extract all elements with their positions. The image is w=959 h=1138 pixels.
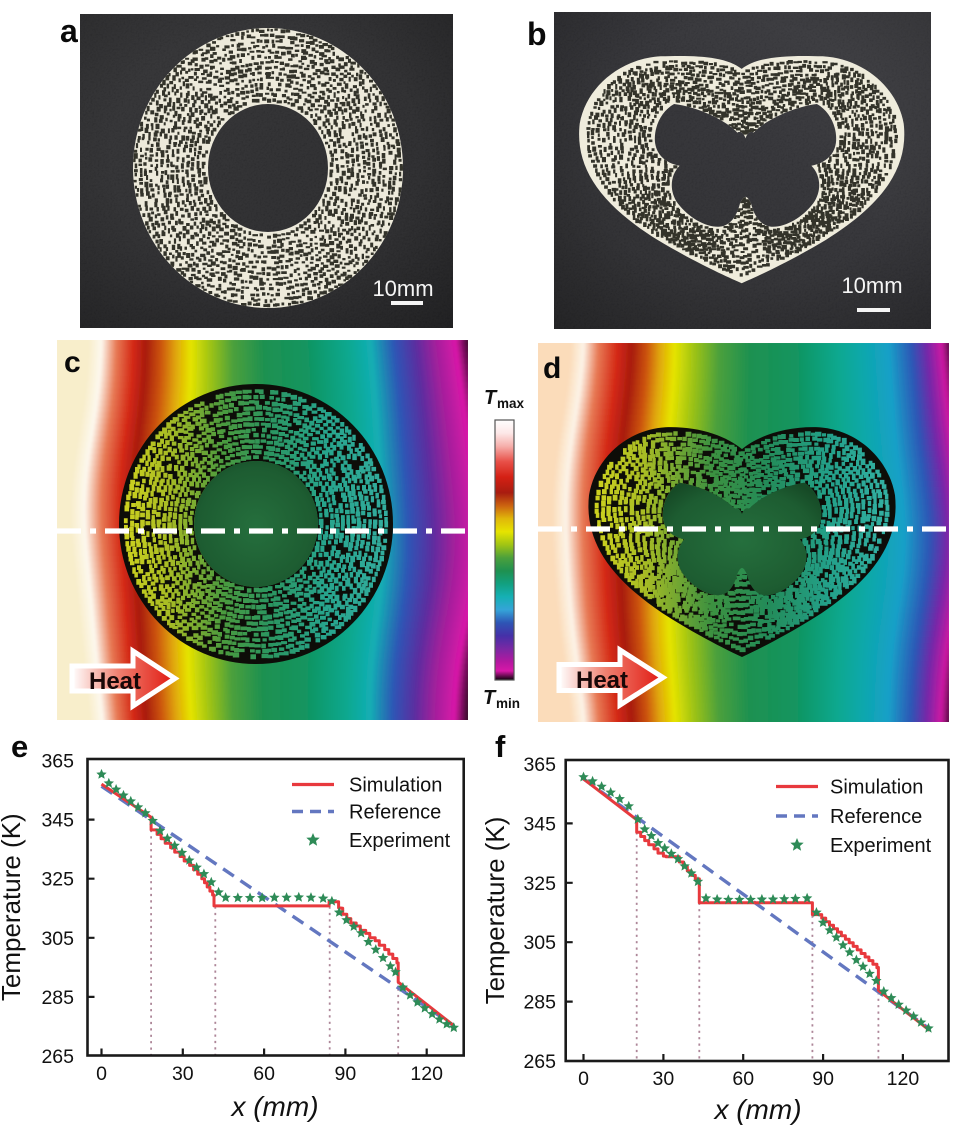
svg-text:b: b <box>527 16 547 52</box>
svg-text:Experiment: Experiment <box>830 835 932 857</box>
svg-text:0: 0 <box>578 1068 589 1090</box>
svg-text:max: max <box>497 396 525 411</box>
svg-text:120: 120 <box>887 1068 920 1090</box>
svg-text:x (mm): x (mm) <box>229 1091 318 1122</box>
svg-text:265: 265 <box>41 1046 74 1068</box>
svg-text:f: f <box>495 729 506 764</box>
svg-text:365: 365 <box>523 754 556 776</box>
svg-text:265: 265 <box>523 1051 556 1073</box>
svg-text:Heat: Heat <box>576 667 628 694</box>
svg-text:Experiment: Experiment <box>349 830 451 852</box>
svg-text:90: 90 <box>335 1063 357 1085</box>
svg-text:Temperature (K): Temperature (K) <box>0 813 26 1001</box>
svg-text:285: 285 <box>523 992 556 1014</box>
svg-text:0: 0 <box>96 1063 107 1085</box>
svg-text:a: a <box>60 13 78 49</box>
svg-text:c: c <box>64 346 81 379</box>
svg-text:365: 365 <box>41 751 74 773</box>
svg-text:e: e <box>11 729 28 764</box>
svg-text:305: 305 <box>523 932 556 954</box>
svg-text:345: 345 <box>41 810 74 832</box>
svg-text:305: 305 <box>41 928 74 950</box>
svg-text:Temperature (K): Temperature (K) <box>480 817 510 1005</box>
svg-text:60: 60 <box>732 1068 754 1090</box>
svg-text:10mm: 10mm <box>372 276 433 301</box>
svg-text:Simulation: Simulation <box>830 777 923 799</box>
svg-text:345: 345 <box>523 813 556 835</box>
svg-text:Reference: Reference <box>830 806 922 828</box>
svg-text:120: 120 <box>410 1063 443 1085</box>
svg-text:x (mm): x (mm) <box>712 1094 801 1125</box>
svg-text:min: min <box>496 696 520 711</box>
svg-text:d: d <box>543 352 561 385</box>
svg-text:10mm: 10mm <box>841 273 902 298</box>
svg-text:285: 285 <box>41 987 74 1009</box>
svg-text:325: 325 <box>41 869 74 891</box>
svg-text:325: 325 <box>523 873 556 895</box>
svg-text:Simulation: Simulation <box>349 775 442 797</box>
svg-text:T: T <box>484 387 498 409</box>
svg-text:60: 60 <box>253 1063 275 1085</box>
svg-text:90: 90 <box>812 1068 834 1090</box>
svg-text:Heat: Heat <box>89 668 141 695</box>
svg-text:30: 30 <box>172 1063 194 1085</box>
svg-text:T: T <box>483 687 497 709</box>
svg-text:30: 30 <box>653 1068 675 1090</box>
svg-text:Reference: Reference <box>349 802 441 824</box>
